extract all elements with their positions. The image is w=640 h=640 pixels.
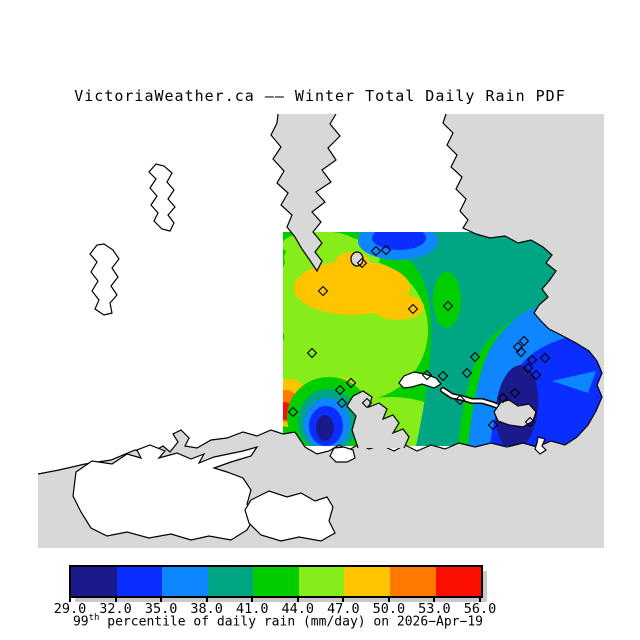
station-diamond <box>287 406 299 418</box>
contour-teal-band <box>352 232 604 446</box>
station-diamond <box>407 303 419 315</box>
lake-shawnigan <box>148 163 176 232</box>
station-diamond <box>454 394 466 406</box>
caption-base: 99 <box>72 614 89 630</box>
station-diamond <box>497 392 509 404</box>
station-diamond <box>515 346 527 358</box>
contour-bullseye-southwest <box>287 377 371 446</box>
rain-contour-field <box>283 232 604 446</box>
land-olympic-peninsula-east <box>244 490 336 542</box>
colorbar-tick <box>387 596 390 602</box>
station-diamond <box>361 397 373 409</box>
station-diamond <box>469 351 481 363</box>
colorbar-tick-label: 44.0 <box>281 601 315 617</box>
colorbar-caption: 99th percentile of daily rain (mm/day) o… <box>0 613 556 629</box>
water-haro-juandefuca <box>38 114 604 548</box>
colorbar-cell-8 <box>435 567 482 596</box>
water-esquimalt-harbour <box>347 391 409 448</box>
contour-blue-pocket-north <box>358 232 438 260</box>
station-diamond <box>530 369 542 381</box>
colorbar-tick-label: 41.0 <box>235 601 269 617</box>
contour-bay-wedge <box>552 371 596 393</box>
colorbar-tick-label: 53.0 <box>418 601 451 617</box>
colorbar-cell-2 <box>162 567 208 596</box>
land-trial-island <box>534 436 547 455</box>
station-diamond <box>442 300 454 312</box>
station-diamond <box>336 397 348 409</box>
caption-rest: percentile of daily rain (mm/day) on 202… <box>99 614 483 630</box>
coastline-esquimalt <box>346 390 410 449</box>
station-diamond <box>487 419 499 431</box>
station-diamond <box>317 285 329 297</box>
station-diamond <box>356 257 368 269</box>
colorbar-tick-label: 32.0 <box>99 601 132 617</box>
colorbar-tick-label: 35.0 <box>144 601 178 617</box>
station-diamond <box>334 384 346 396</box>
station-diamond <box>380 244 392 256</box>
water-saanich-inlet <box>271 114 340 271</box>
coastline-main <box>37 113 603 475</box>
colorbar-cell-3 <box>207 567 254 596</box>
colorbar-cell-5 <box>298 567 345 596</box>
station-diamond <box>306 347 318 359</box>
station-diamond <box>518 335 530 347</box>
water-gorge-channel <box>441 388 502 409</box>
land-olympic-peninsula-west <box>72 444 259 541</box>
colorbar-tick <box>479 596 481 602</box>
colorbar-tick <box>296 596 299 602</box>
colorbar <box>69 565 483 598</box>
station-diamond <box>345 377 357 389</box>
colorbar-cell-1 <box>116 567 163 596</box>
station-diamond <box>461 367 473 379</box>
station-diamond <box>512 341 524 353</box>
caption-superscript: th <box>88 613 100 623</box>
colorbar-tick <box>205 596 208 602</box>
colorbar-cell-4 <box>253 567 299 596</box>
colorbar-cell-7 <box>389 567 436 596</box>
lake-sooke <box>89 243 120 316</box>
colorbar-tick <box>433 596 436 602</box>
station-diamond <box>421 369 433 381</box>
colorbar-tick <box>69 596 71 602</box>
colorbar-tick-label: 38.0 <box>190 601 223 617</box>
land-albert-head-lagoon <box>329 446 356 463</box>
colorbar-tick <box>114 596 117 602</box>
page-title: VictoriaWeather.ca —— Winter Total Daily… <box>74 87 566 105</box>
station-diamond <box>509 387 521 399</box>
station-diamond <box>526 354 538 366</box>
station-diamond <box>437 370 449 382</box>
colorbar-tick-label: 47.0 <box>327 601 360 617</box>
colorbar-tick <box>342 596 345 602</box>
contour-green-core <box>433 272 461 328</box>
colorbar-cell-6 <box>344 567 390 596</box>
colorbar-tick-label: 29.0 <box>53 601 87 617</box>
colorbar-tick-label: 56.0 <box>463 601 497 617</box>
colorbar-tick <box>251 596 254 602</box>
colorbar-cell-0 <box>71 567 117 596</box>
station-diamond <box>370 245 382 257</box>
colorbar-tick <box>160 596 163 602</box>
coastline-saanich-inlet <box>270 113 341 273</box>
colorbar-tick-label: 50.0 <box>372 601 406 617</box>
station-diamond <box>539 352 551 364</box>
station-diamond <box>524 416 536 428</box>
station-markers <box>287 244 551 431</box>
station-diamond <box>522 362 534 374</box>
